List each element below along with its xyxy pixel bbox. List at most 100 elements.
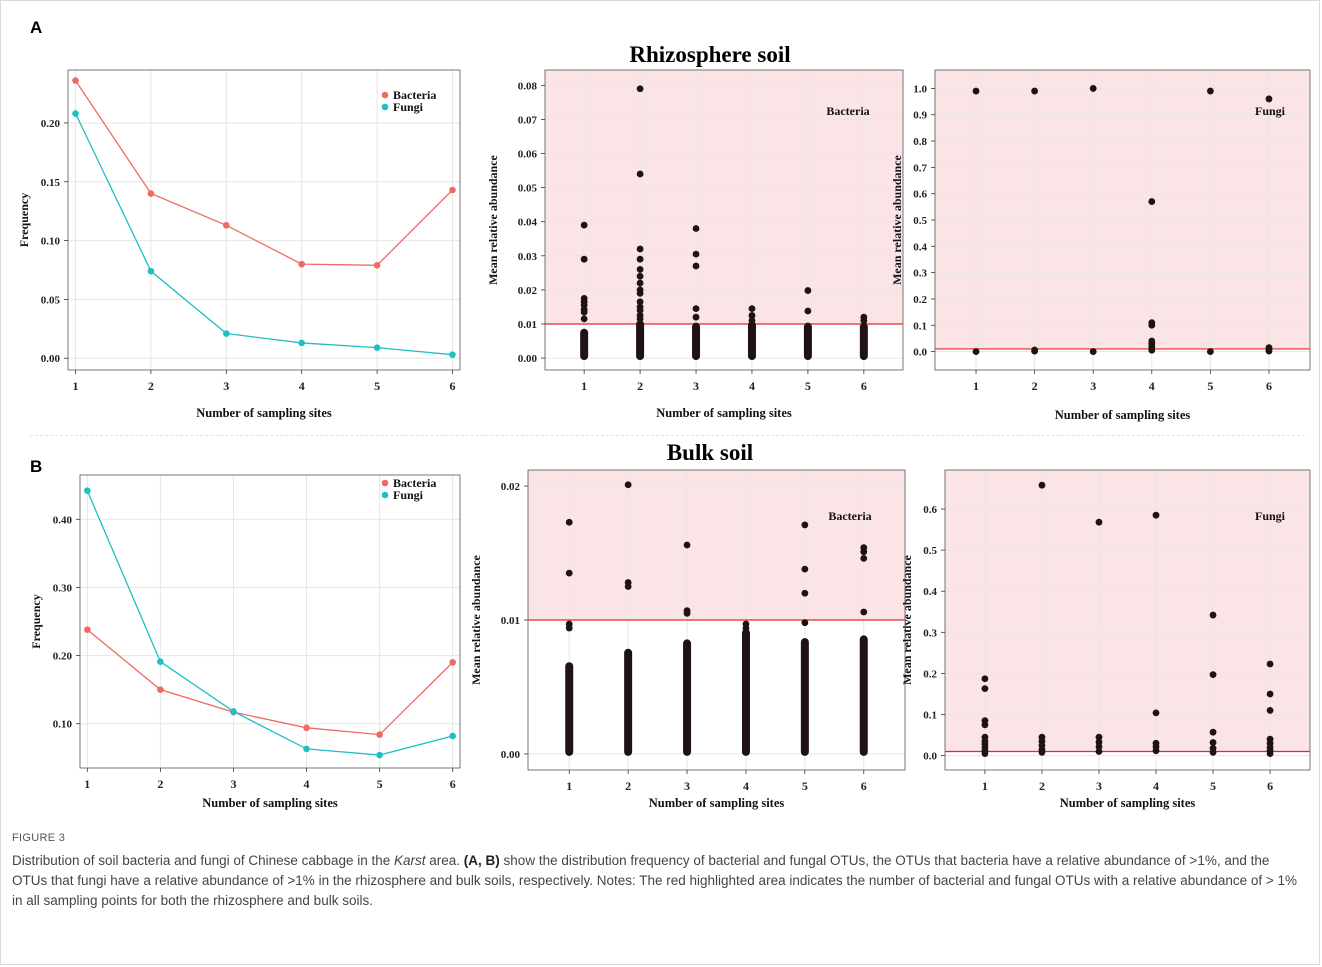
x-tick-label: 3	[230, 777, 236, 791]
data-point	[636, 315, 644, 323]
data-point	[1209, 739, 1217, 746]
data-point	[1089, 348, 1097, 355]
x-tick-label: 4	[299, 379, 305, 393]
caption-bold: (A, B)	[463, 853, 500, 868]
data-point	[580, 308, 588, 316]
y-tick-label: 0.8	[913, 136, 927, 148]
data-point	[1089, 85, 1097, 92]
dense-point-band	[803, 322, 812, 361]
legend-label-fungi: Fungi	[393, 488, 424, 502]
legend-marker-fungi	[381, 491, 389, 499]
panel-label: Bacteria	[826, 104, 869, 118]
x-tick-label: 6	[1266, 379, 1272, 393]
data-point	[1031, 347, 1039, 355]
y-tick-label: 0.6	[923, 504, 937, 516]
data-point-fungi	[303, 745, 310, 753]
data-point-bacteria	[376, 731, 383, 738]
data-point-fungi	[373, 344, 381, 351]
x-tick-label: 6	[450, 777, 456, 791]
y-tick-label: 0.5	[923, 545, 937, 557]
x-tick-label: 1	[566, 779, 572, 793]
x-tick-label: 6	[1267, 779, 1273, 793]
x-axis-label: Number of sampling sites	[656, 406, 792, 420]
x-axis-label: Number of sampling sites	[196, 406, 332, 420]
x-tick-label: 4	[1153, 779, 1159, 793]
data-point	[1266, 690, 1274, 698]
data-point	[981, 675, 989, 683]
y-tick-label: 0.4	[923, 586, 937, 598]
x-tick-label: 2	[148, 379, 154, 393]
data-point	[636, 245, 644, 253]
caption-part-3: show the distribution frequency of bacte…	[12, 853, 1298, 908]
x-tick-label: 3	[1090, 379, 1096, 393]
x-tick-label: 5	[802, 779, 808, 793]
data-point	[565, 624, 573, 632]
panel-letter-a: A	[30, 18, 43, 37]
caption-part-2: area.	[425, 853, 464, 868]
y-tick-label: 0.06	[518, 149, 538, 161]
plot-background	[68, 70, 460, 370]
y-tick-label: 0.5	[913, 215, 927, 227]
legend-marker-fungi	[381, 103, 389, 111]
data-point	[692, 225, 700, 232]
x-tick-label: 3	[1096, 779, 1102, 793]
chart-bulk-frequency: 0.10 0.20 0.30 0.40 1 2 3 4 5 6 Number of sampling…	[29, 474, 461, 810]
data-point	[1095, 743, 1103, 750]
dense-point-band	[624, 648, 633, 756]
x-axis-label: Number of sampling sites	[1060, 796, 1196, 810]
x-tick-label: 5	[1207, 379, 1213, 393]
data-point	[636, 85, 644, 93]
data-point	[692, 262, 700, 270]
data-point	[692, 250, 700, 258]
x-tick-label: 5	[374, 379, 380, 393]
highlight-area	[528, 470, 905, 620]
panel-divider	[30, 435, 1305, 436]
caption-italic: Karst	[394, 853, 426, 868]
section-title-rhizosphere: Rhizosphere soil	[629, 42, 791, 67]
data-point	[1095, 733, 1103, 741]
data-point	[636, 255, 644, 263]
data-point	[1209, 728, 1217, 736]
dense-point-band	[859, 322, 868, 361]
data-point	[801, 619, 809, 627]
y-tick-label: 0.6	[913, 189, 927, 201]
y-tick-label: 0.05	[41, 294, 61, 306]
x-tick-label: 2	[157, 777, 163, 791]
data-point-fungi	[147, 267, 155, 275]
y-tick-label: 0.00	[41, 353, 61, 365]
data-point	[860, 317, 868, 324]
x-tick-label: 1	[581, 379, 587, 393]
data-point	[860, 548, 868, 556]
y-axis-label: Mean relative abundance	[890, 154, 904, 284]
data-point-fungi	[157, 658, 164, 666]
dense-point-band	[636, 320, 645, 361]
x-tick-label: 2	[1039, 779, 1045, 793]
data-point	[981, 685, 989, 693]
dense-point-band	[683, 639, 692, 756]
y-tick-label: 0.3	[923, 627, 937, 639]
highlight-area	[545, 70, 903, 324]
x-tick-label: 5	[1210, 779, 1216, 793]
data-point-fungi	[84, 487, 91, 494]
data-point-bacteria	[84, 626, 91, 633]
data-point	[636, 289, 644, 297]
y-axis-label: Frequency	[29, 594, 43, 648]
y-tick-label: 0.9	[913, 110, 927, 122]
y-tick-label: 0.01	[501, 615, 520, 627]
data-point-bacteria	[72, 77, 79, 84]
dense-point-band	[565, 662, 574, 756]
chart-bulk-fungi-abundance: 0.0 0.1 0.2 0.3 0.4 0.5 0.6 1 2 3 4 5 6 Number of sam…	[900, 469, 1311, 810]
plot-frame	[544, 69, 904, 371]
y-tick-label: 0.4	[913, 241, 927, 253]
data-point	[804, 287, 812, 294]
data-point-fungi	[449, 351, 456, 359]
legend-label-bacteria: Bacteria	[393, 88, 436, 102]
data-point	[1148, 198, 1156, 205]
x-tick-label: 1	[982, 779, 988, 793]
x-tick-label: 3	[684, 779, 690, 793]
x-tick-label: 1	[73, 379, 79, 393]
data-point	[683, 609, 691, 617]
panel-letter-b: B	[30, 457, 43, 476]
x-tick-label: 6	[449, 379, 455, 393]
data-point	[1031, 87, 1039, 95]
